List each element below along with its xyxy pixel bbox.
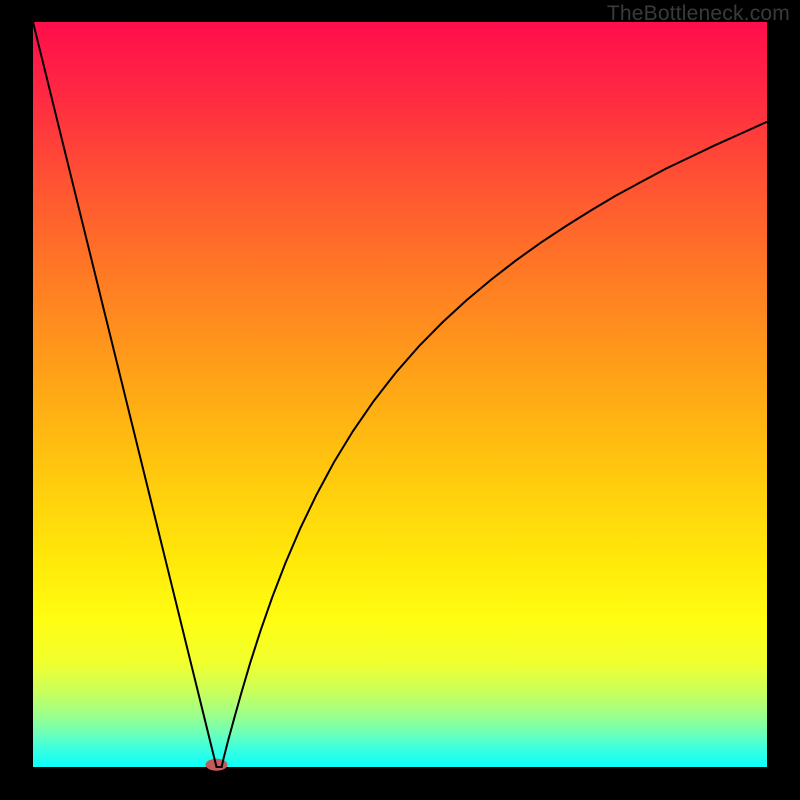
attribution-text: TheBottleneck.com — [607, 2, 790, 26]
plot-background-gradient — [33, 22, 767, 767]
chart-container: TheBottleneck.com — [0, 0, 800, 800]
plot-svg — [0, 0, 800, 800]
